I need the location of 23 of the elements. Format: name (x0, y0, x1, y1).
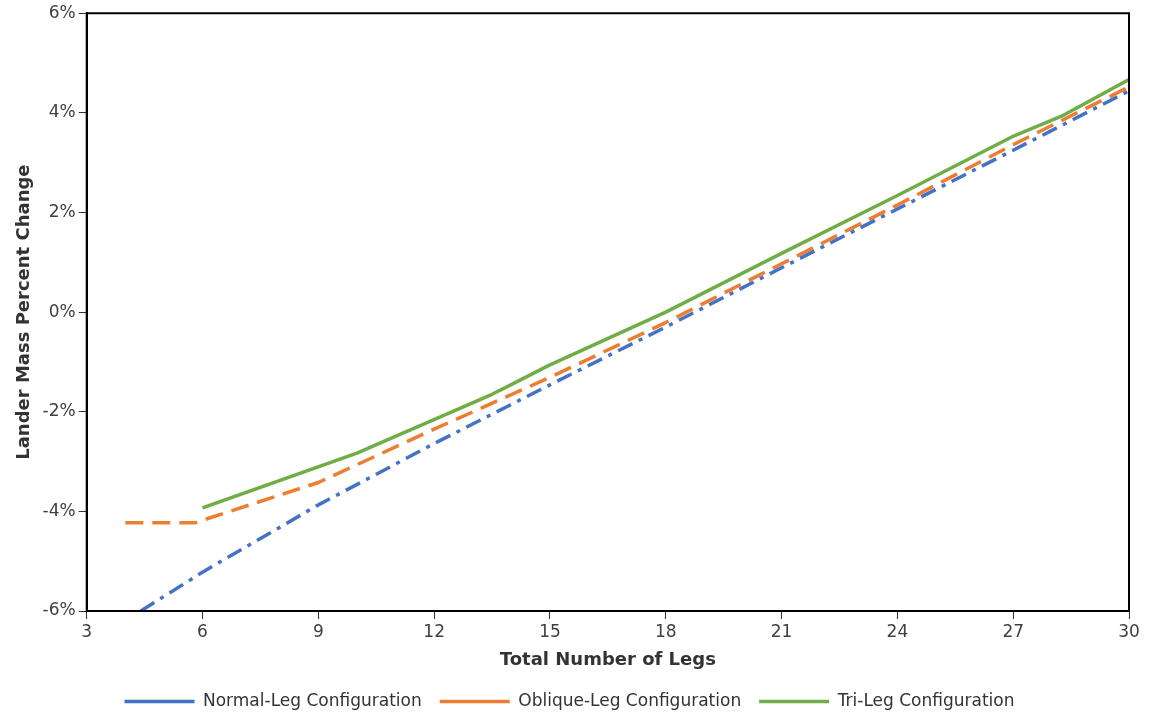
y-tick-label: 0% (48, 300, 76, 321)
y-tick-label: 2% (48, 200, 76, 221)
x-tick-label: 6 (197, 620, 208, 641)
y-tick-label: -2% (42, 400, 76, 421)
y-tick-label: 6% (48, 1, 76, 22)
x-tick-label: 3 (81, 620, 93, 641)
x-tick-label: 15 (539, 620, 561, 641)
x-axis-title: Total Number of Legs (499, 647, 716, 669)
x-tick-label: 9 (312, 620, 324, 641)
legend-label: Normal-Leg Configuration (203, 689, 422, 710)
x-tick-label: 18 (654, 620, 677, 641)
legend-label: Tri-Leg Configuration (836, 689, 1015, 710)
legend-label: Oblique-Leg Configuration (518, 689, 742, 710)
x-tick-label: 30 (1118, 620, 1140, 641)
y-tick-label: 4% (48, 101, 76, 122)
x-tick-label: 27 (1002, 620, 1025, 641)
x-tick-label: 12 (423, 620, 445, 641)
y-tick-label: -6% (42, 599, 76, 620)
y-tick-label: -4% (42, 499, 76, 520)
y-axis-title: Lander Mass Percent Change (12, 164, 34, 460)
line-series (139, 89, 1129, 611)
x-tick-label: 24 (886, 620, 909, 641)
x-tick-label: 21 (770, 620, 793, 641)
